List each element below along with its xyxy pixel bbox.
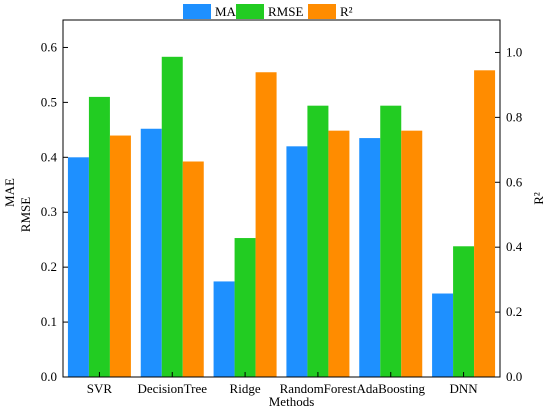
bar-r-ridge (255, 72, 277, 377)
bar-r-adaboosting (401, 130, 423, 377)
bar-rmse-adaboosting (380, 105, 402, 378)
bar-mae-decisiontree (140, 128, 162, 377)
bar-mae-adaboosting (359, 138, 381, 377)
bar-mae-ridge (213, 281, 235, 377)
left-tick-label: 0.1 (41, 314, 57, 329)
bar-mae-svr (67, 157, 89, 377)
bar-r-randomforest (328, 130, 350, 377)
left-tick-label: 0.0 (41, 369, 57, 384)
bar-rmse-ridge (234, 238, 256, 377)
y-axis-title-right: R² (531, 192, 546, 205)
right-tick-label: 0.6 (506, 174, 523, 189)
left-tick-label: 0.2 (41, 259, 57, 274)
right-axis: 0.0 0.2 0.4 0.6 0.8 1.0 (495, 44, 523, 384)
bar-mae-dnn (432, 293, 454, 377)
x-tick-label: RandomForest (280, 381, 357, 396)
legend-swatch-mae (183, 4, 211, 19)
right-tick-label: 1.0 (506, 44, 522, 59)
left-tick-label: 0.3 (41, 204, 57, 219)
legend-swatch-r (308, 4, 336, 19)
right-tick-label: 0.4 (506, 239, 523, 254)
left-tick-label: 0.6 (41, 39, 58, 54)
x-tick-label: DecisionTree (137, 381, 207, 396)
right-tick-label: 0.2 (506, 304, 522, 319)
bar-r-decisiontree (182, 161, 204, 377)
bar-rmse-decisiontree (161, 56, 183, 377)
right-tick-label: 0.8 (506, 109, 522, 124)
plot-frame (62, 19, 501, 378)
right-tick-label: 0.0 (506, 369, 522, 384)
legend-label-r: R² (340, 4, 353, 19)
x-tick-label: AdaBoosting (356, 381, 425, 396)
bars (67, 56, 496, 378)
legend-swatch-rmse (236, 4, 264, 19)
x-tick-label: DNN (449, 381, 478, 396)
bar-mae-randomforest (286, 146, 308, 377)
bar-r-dnn (474, 70, 496, 378)
bar-rmse-randomforest (307, 105, 329, 378)
x-tick-label: SVR (87, 381, 113, 396)
bar-rmse-svr (88, 96, 110, 378)
left-tick-label: 0.4 (41, 149, 58, 164)
x-axis-title: Methods (269, 394, 315, 409)
legend-label-rmse: RMSE (268, 4, 303, 19)
bar-rmse-dnn (453, 246, 475, 377)
left-axis: 0.0 0.1 0.2 0.3 0.4 0.5 0.6 (41, 39, 68, 384)
left-tick-label: 0.5 (41, 94, 57, 109)
bar-r-svr (109, 135, 131, 377)
y-axis-title-left-mae: MAE (2, 178, 17, 207)
x-tick-label: Ridge (230, 381, 261, 396)
y-axis-title-left-rmse: RMSE (18, 197, 33, 232)
legend: MAE RMSE R² (183, 4, 353, 19)
x-axis: SVR DecisionTree Ridge RandomForest AdaBoost… (87, 372, 478, 396)
